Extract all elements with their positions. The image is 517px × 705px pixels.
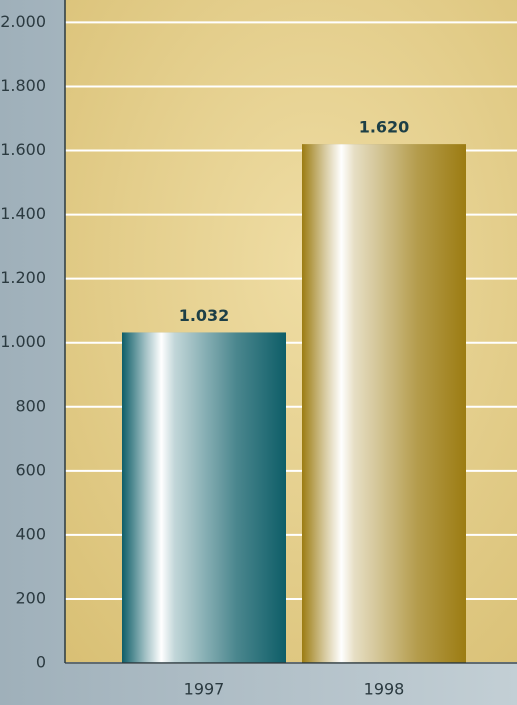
y-tick-label: 0 <box>36 653 46 672</box>
y-tick-label: 1.800 <box>0 76 46 95</box>
bar-highlight <box>122 332 286 663</box>
y-tick-label: 1.000 <box>0 332 46 351</box>
y-tick-label: 1.200 <box>0 268 46 287</box>
x-tick-label: 1997 <box>184 680 225 699</box>
y-tick-label: 600 <box>15 460 46 479</box>
y-tick-label: 1.600 <box>0 140 46 159</box>
value-label: 1.032 <box>179 306 230 325</box>
y-tick-label: 1.400 <box>0 204 46 223</box>
bar-highlight <box>302 144 466 663</box>
y-tick-label: 2.000 <box>0 12 46 31</box>
y-tick-label: 400 <box>15 524 46 543</box>
x-tick-label: 1998 <box>364 680 405 699</box>
y-tick-label: 800 <box>15 396 46 415</box>
y-tick-label: 200 <box>15 588 46 607</box>
value-label: 1.620 <box>359 118 410 137</box>
